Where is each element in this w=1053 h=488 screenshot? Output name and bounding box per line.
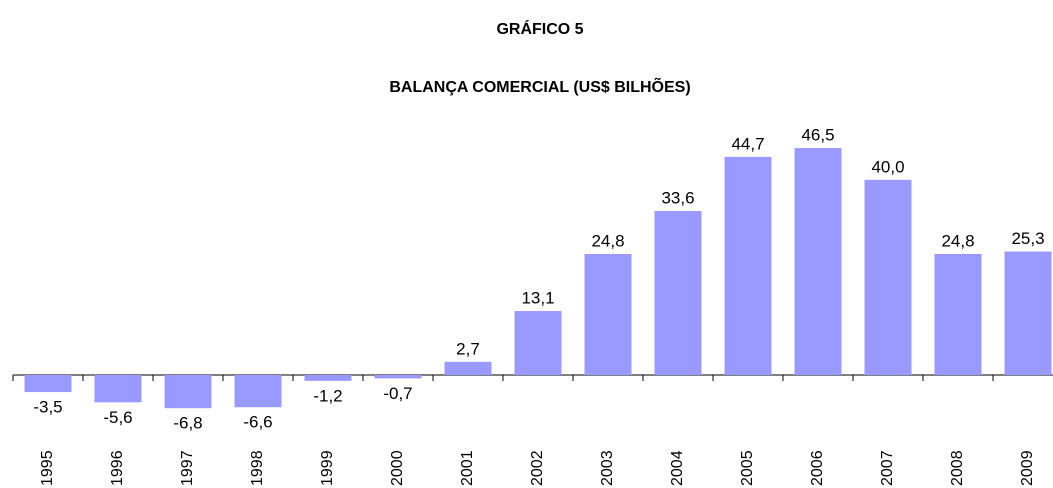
x-tick-label: 1996 <box>109 450 126 486</box>
data-label: -3,5 <box>33 398 62 417</box>
chart-title: GRÁFICO 5 <box>496 19 583 38</box>
data-label: -5,6 <box>103 408 132 427</box>
x-tick-label: 2007 <box>879 450 896 486</box>
x-tick-label: 2009 <box>1019 450 1036 486</box>
bar <box>1004 251 1052 375</box>
data-label: -6,6 <box>243 413 272 432</box>
data-label: 40,0 <box>871 157 904 176</box>
chart-subtitle: BALANÇA COMERCIAL (US$ BILHÕES) <box>389 76 690 96</box>
bar <box>724 156 772 375</box>
data-label: 24,8 <box>591 231 624 250</box>
bar <box>24 375 72 393</box>
bar <box>864 179 912 375</box>
x-tick-label: 1997 <box>179 450 196 486</box>
bar <box>934 253 982 375</box>
data-label: 24,8 <box>941 231 974 250</box>
x-tick-label: 2000 <box>389 450 406 486</box>
bar <box>794 148 842 375</box>
data-label: 25,3 <box>1011 229 1044 248</box>
data-label: 13,1 <box>521 289 554 308</box>
bar <box>514 311 562 375</box>
data-label: -0,7 <box>383 384 412 403</box>
bar <box>304 375 352 381</box>
bar <box>234 375 282 408</box>
data-label: 33,6 <box>661 189 694 208</box>
x-tick-label: 2005 <box>739 450 756 486</box>
x-tick-label: 2004 <box>669 450 686 486</box>
bar <box>164 375 212 409</box>
x-tick-label: 1998 <box>249 450 266 486</box>
data-label: -1,2 <box>313 386 342 405</box>
bar <box>94 375 142 403</box>
x-tick-label: 2002 <box>529 450 546 486</box>
x-tick-label: 2003 <box>599 450 616 486</box>
data-label: 46,5 <box>801 126 834 145</box>
x-tick-label: 2008 <box>949 450 966 486</box>
data-label: 2,7 <box>456 339 480 358</box>
x-tick-label: 1999 <box>319 450 336 486</box>
data-label: -6,8 <box>173 414 202 433</box>
x-tick-label: 2006 <box>809 450 826 486</box>
x-tick-label: 1995 <box>39 450 56 486</box>
bar <box>444 361 492 375</box>
bar <box>374 375 422 379</box>
data-label: 44,7 <box>731 134 764 153</box>
bar <box>584 253 632 375</box>
x-tick-label: 2001 <box>459 450 476 486</box>
bar <box>654 211 702 375</box>
